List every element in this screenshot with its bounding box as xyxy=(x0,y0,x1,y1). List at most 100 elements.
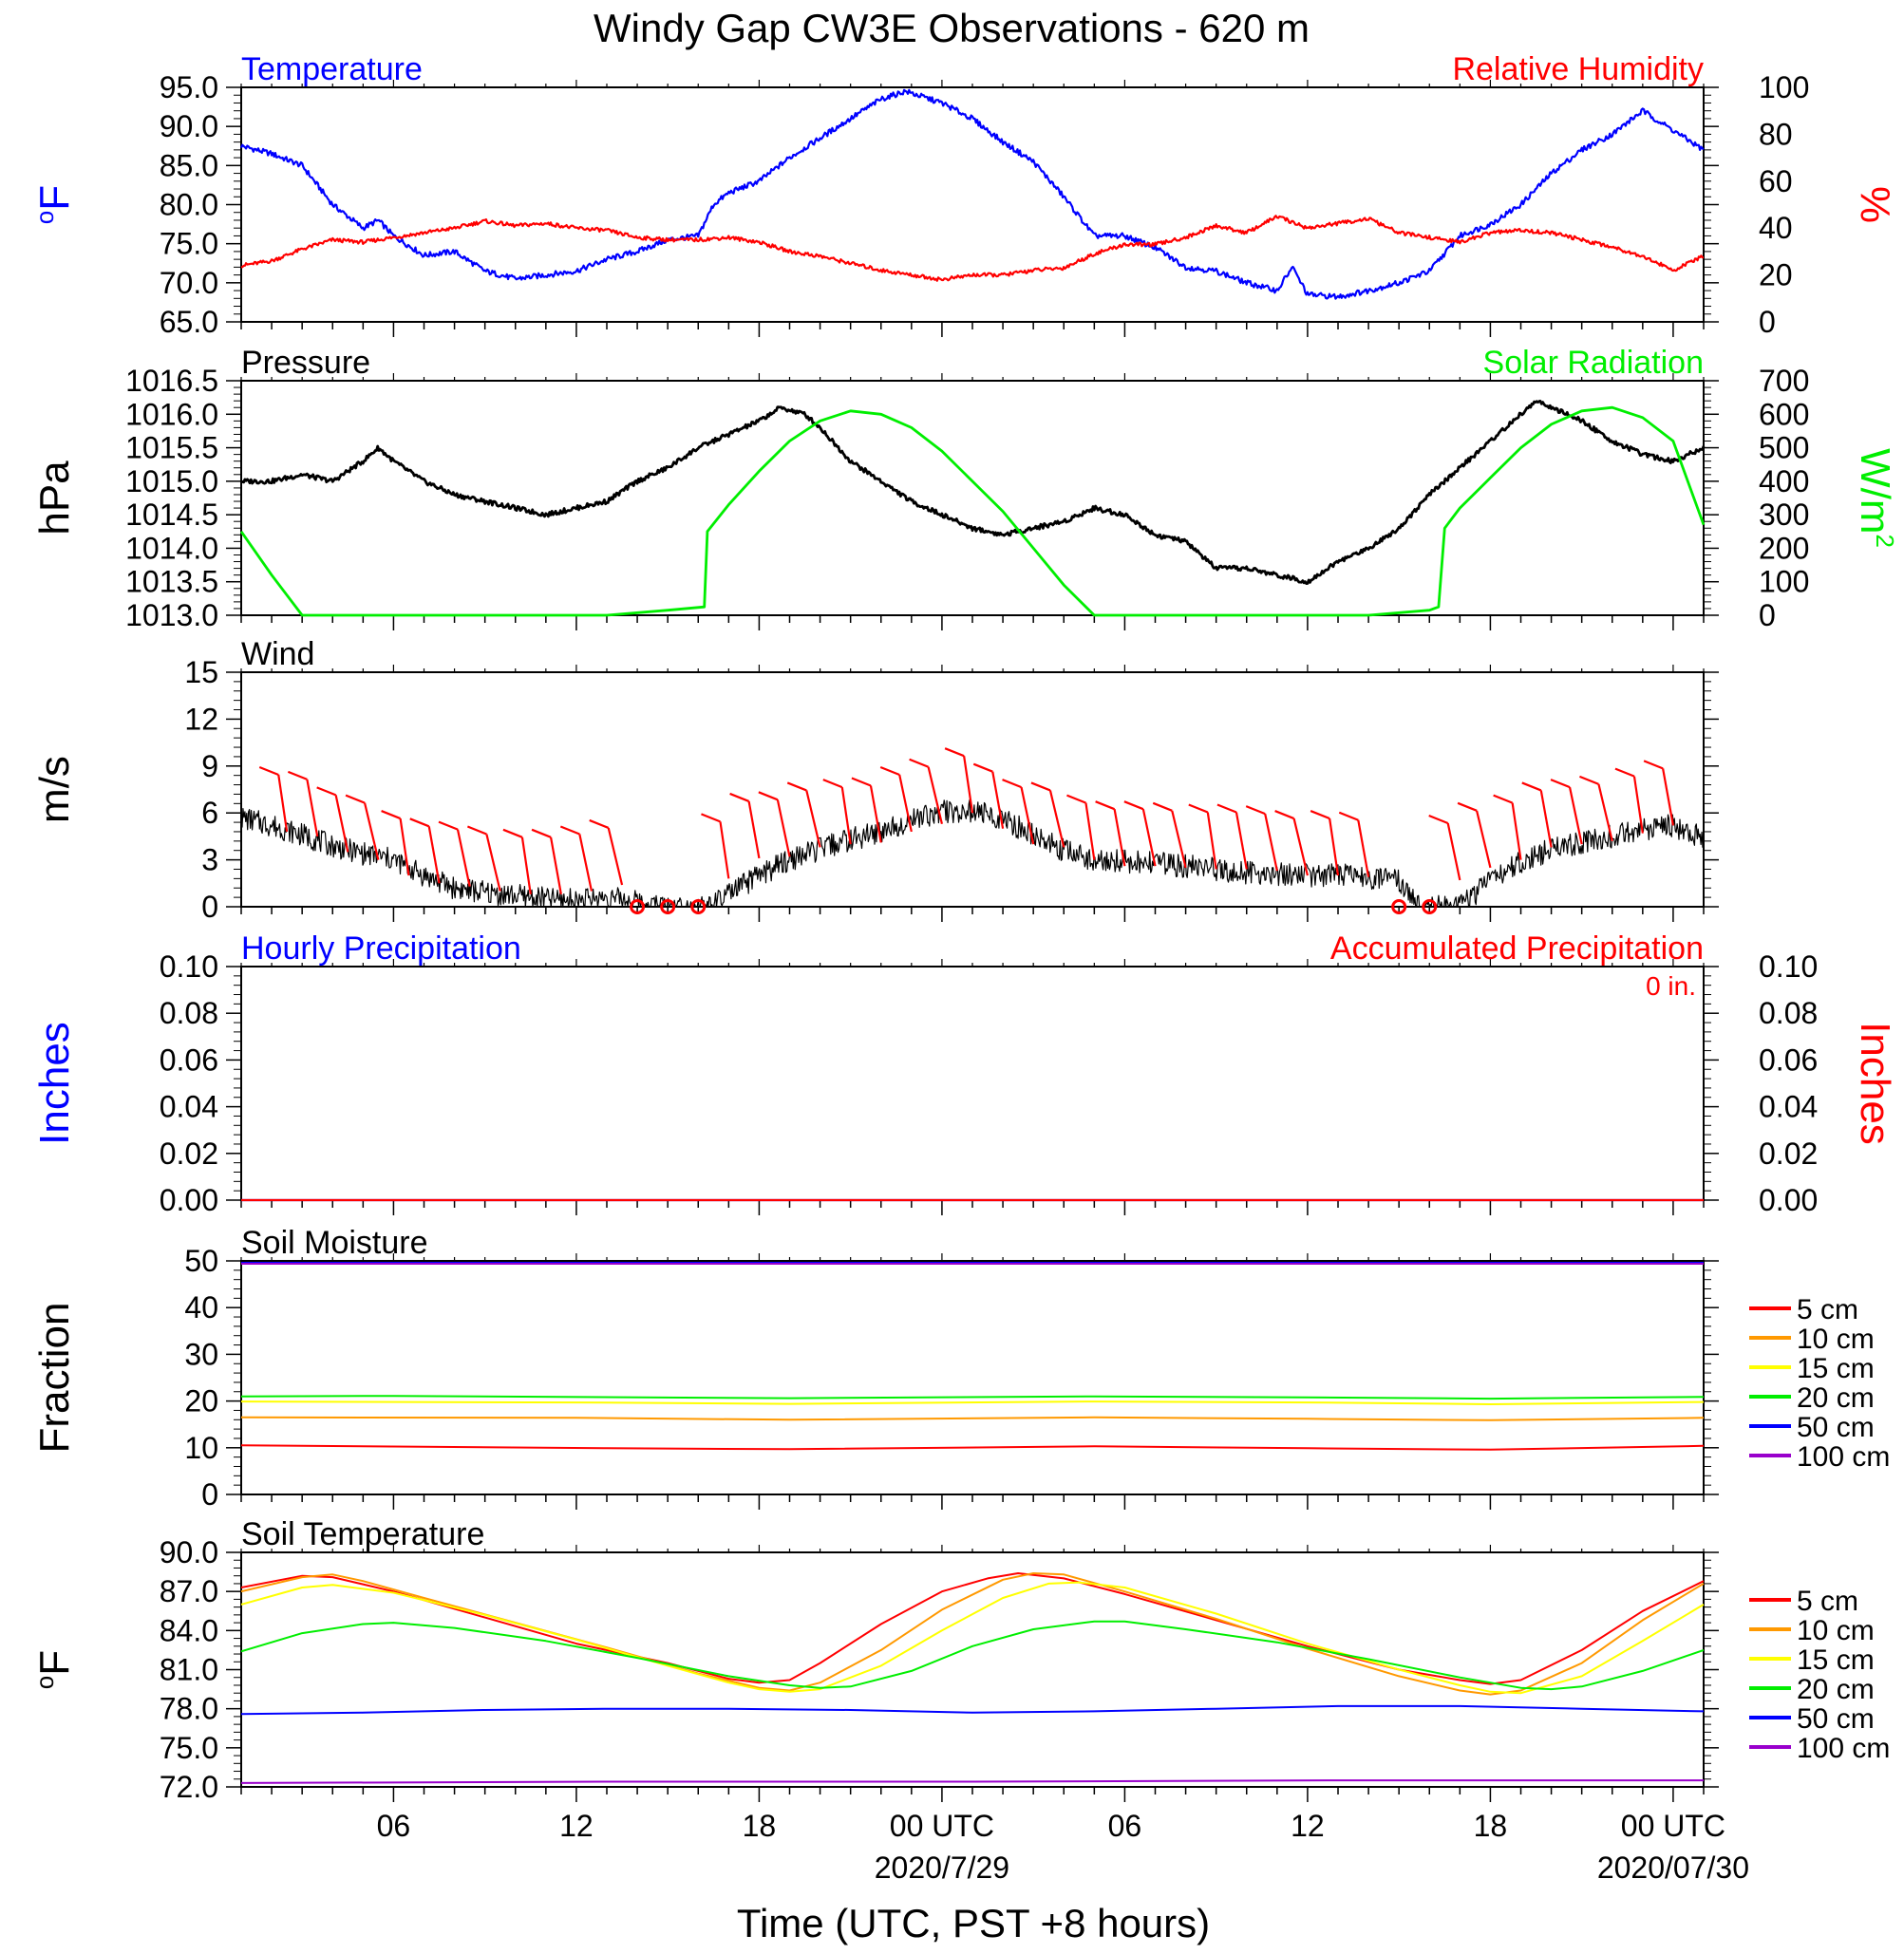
wind-barb xyxy=(1511,802,1522,860)
series-10-cm xyxy=(240,1572,1705,1696)
y-right-axis-label: Inches xyxy=(1852,1022,1898,1145)
series-20-cm xyxy=(240,1395,1705,1400)
y-left-tick-label: 1016.0 xyxy=(125,397,218,431)
panel-right-title: Relative Humidity xyxy=(1452,51,1704,87)
wind-barb-flag xyxy=(1216,803,1237,814)
wind-barb xyxy=(991,771,1005,829)
y-left-tick-label: 0 xyxy=(201,890,218,924)
y-left-tick-label: 72.0 xyxy=(160,1770,218,1804)
y-left-tick-label: 90.0 xyxy=(160,109,218,143)
wind-barb-flag xyxy=(531,828,552,838)
x-tick-label: 12 xyxy=(1291,1809,1325,1843)
panel-left-title: Pressure xyxy=(241,345,370,381)
y-left-tick-label: 80.0 xyxy=(160,188,218,222)
wind-barb-flag xyxy=(786,781,807,792)
x-tick-label: 12 xyxy=(559,1809,594,1843)
wind-barb xyxy=(1568,786,1583,845)
wind-barb-flag xyxy=(1066,794,1086,804)
y-left-tick-label: 1015.0 xyxy=(125,464,218,498)
panel-left-title: Wind xyxy=(241,636,314,672)
series-wind xyxy=(240,799,1705,908)
series-15-cm xyxy=(240,1400,1705,1405)
wind-barb-flag xyxy=(879,765,900,776)
series-20-cm xyxy=(240,1620,1705,1691)
wind-barb-flag xyxy=(409,817,430,828)
y-left-tick-label: 30 xyxy=(184,1337,218,1371)
wind-barb-flag xyxy=(1274,810,1295,820)
wind-barb xyxy=(1446,822,1461,881)
y-right-tick-label: 0.00 xyxy=(1759,1183,1818,1217)
wind-barb-flag xyxy=(316,786,337,797)
y-right-tick-label: 0.02 xyxy=(1759,1137,1818,1171)
x-tick-label: 18 xyxy=(743,1809,777,1843)
y-left-tick-label: 1015.5 xyxy=(125,431,218,465)
wind-barb xyxy=(1084,802,1096,860)
wind-barb xyxy=(1662,768,1674,826)
y-right-tick-label: 700 xyxy=(1759,364,1809,398)
wind-barb-flag xyxy=(729,792,750,802)
y-left-tick-label: 1016.5 xyxy=(125,364,218,398)
y-right-tick-label: 40 xyxy=(1759,211,1793,245)
panel-left-title: Hourly Precipitation xyxy=(241,930,521,967)
panel-4: 0.00 0.02 0.04 0.06 0.08 0.10 0.00 0.02 0.04 0.06… xyxy=(31,930,1898,1217)
y-left-tick-label: 75.0 xyxy=(160,1731,218,1765)
x-axis-label: Time (UTC, PST +8 hours) xyxy=(737,1901,1210,1945)
y-right-tick-label: 0.10 xyxy=(1759,949,1818,984)
plot-frame xyxy=(240,966,1705,1201)
wind-barb-flag xyxy=(589,818,610,829)
legend-label: 5 cm xyxy=(1797,1586,1858,1617)
wind-barb-flag xyxy=(502,828,523,838)
plot-frame xyxy=(240,1551,1705,1788)
wind-barb xyxy=(485,834,501,892)
y-left-tick-label: 10 xyxy=(184,1431,218,1465)
y-right-tick-label: 400 xyxy=(1759,464,1809,498)
wind-barb xyxy=(963,756,974,814)
wind-barb xyxy=(927,766,943,824)
wind-barb xyxy=(399,817,410,876)
panel-2: 1013.01013.51014.01014.51015.01015.51016… xyxy=(31,345,1899,632)
y-left-tick-label: 40 xyxy=(184,1290,218,1325)
legend-label: 10 cm xyxy=(1797,1324,1875,1355)
y-left-tick-label: 90.0 xyxy=(160,1535,218,1569)
y-left-tick-label: 65.0 xyxy=(160,305,218,339)
wind-barb-flag xyxy=(822,779,843,789)
time-axis: 06 12 18 00 UTC 2020/7/29 06 12 18 00 UTC 2020/07… xyxy=(377,1809,1749,1885)
y-left-tick-label: 50 xyxy=(184,1244,218,1278)
degree-sign: o xyxy=(30,211,59,224)
y-right-tick-label: 600 xyxy=(1759,397,1809,431)
wind-barb-flag xyxy=(1493,794,1514,804)
y-right-tick-label: 200 xyxy=(1759,531,1809,565)
legend-label: 50 cm xyxy=(1797,1703,1875,1735)
series-5-cm xyxy=(240,1444,1705,1451)
wind-barb-flag xyxy=(1457,801,1478,812)
plot-frame xyxy=(240,86,1705,323)
unit-f: F xyxy=(31,185,78,211)
y-left-tick-label: 6 xyxy=(201,796,218,830)
y-left-tick-label: 85.0 xyxy=(160,148,218,182)
unit-f: F xyxy=(31,1650,78,1676)
wind-barb xyxy=(747,800,761,859)
wind-barb xyxy=(1206,812,1217,870)
panel-6: 72.0 75.0 78.0 81.0 84.0 87.0 90.0 Soil Tempera… xyxy=(30,1516,1890,1804)
y-left-tick-label: 1014.5 xyxy=(125,498,218,532)
panel-left-title: Soil Moisture xyxy=(241,1225,428,1261)
calm-wind-circle xyxy=(630,899,646,914)
calm-wind-circle xyxy=(1391,899,1407,914)
y-left-tick-label: 1013.5 xyxy=(125,565,218,599)
y-left-axis-label: Fraction xyxy=(31,1303,78,1454)
wind-barb xyxy=(1235,812,1248,870)
wind-barb-flag xyxy=(1310,810,1330,820)
y-left-tick-label: 0.06 xyxy=(160,1043,218,1077)
wind-barb xyxy=(1632,776,1644,834)
wind-barb xyxy=(549,836,562,895)
wind-barb-flag xyxy=(701,813,721,823)
wind-barb xyxy=(1141,808,1157,867)
wind-barb xyxy=(277,774,289,833)
y-right-tick-label: 500 xyxy=(1759,431,1809,465)
y-left-tick-label: 87.0 xyxy=(160,1574,218,1608)
series-10-cm xyxy=(240,1416,1705,1421)
wind-barb-flag xyxy=(1002,779,1022,789)
wind-barb-flag xyxy=(1579,775,1599,785)
